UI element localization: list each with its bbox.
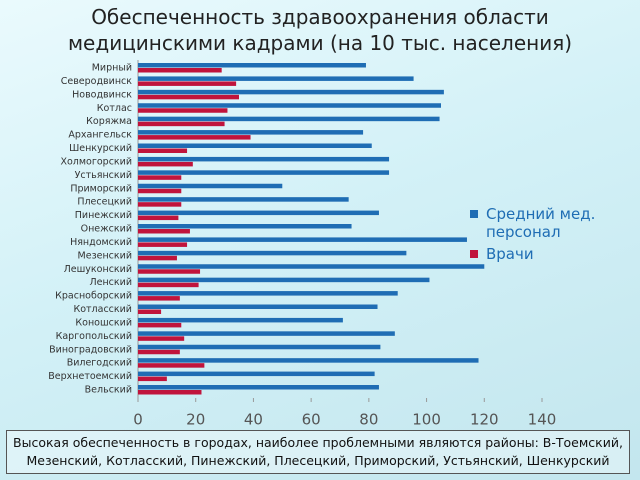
y-tick-label: Плесецкий bbox=[77, 197, 132, 208]
x-tick-label: 120 bbox=[470, 411, 499, 429]
y-tick-label: Устьянский bbox=[75, 170, 132, 181]
y-tick-label: Коношский bbox=[75, 317, 132, 328]
bar bbox=[138, 349, 180, 355]
x-tick-label: 20 bbox=[186, 411, 205, 429]
y-tick-label: Онежский bbox=[81, 224, 132, 235]
x-tick-label: 60 bbox=[302, 411, 321, 429]
bar bbox=[138, 255, 177, 261]
y-tick-label: Коряжма bbox=[86, 116, 132, 127]
y-tick-label: Новодвинск bbox=[72, 89, 132, 100]
bar bbox=[138, 277, 430, 283]
bar bbox=[138, 331, 395, 336]
x-tick-label: 100 bbox=[412, 411, 441, 429]
bar bbox=[138, 108, 228, 113]
bar bbox=[138, 116, 440, 122]
x-tick-label: 40 bbox=[244, 411, 263, 429]
bar bbox=[138, 202, 182, 207]
y-tick-label: Каргопольский bbox=[56, 331, 132, 342]
y-tick-label: Котласский bbox=[73, 304, 132, 315]
bar bbox=[138, 264, 485, 269]
bar bbox=[138, 68, 222, 73]
y-tick-label: Шенкурский bbox=[69, 143, 132, 154]
bar bbox=[138, 317, 343, 323]
bar bbox=[138, 358, 479, 363]
legend-label: Врачи bbox=[486, 245, 534, 263]
y-tick-label: Няндомский bbox=[70, 237, 132, 248]
bar bbox=[138, 94, 239, 100]
bar bbox=[138, 344, 381, 350]
bar bbox=[138, 170, 390, 175]
bar bbox=[138, 175, 182, 180]
bar bbox=[138, 224, 352, 229]
legend-swatch bbox=[470, 210, 478, 218]
bar bbox=[138, 183, 283, 189]
bar bbox=[138, 143, 372, 148]
y-tick-label: Лешуконский bbox=[64, 264, 132, 275]
bar bbox=[138, 376, 167, 382]
bar bbox=[138, 237, 467, 242]
y-tick-label: Котлас bbox=[97, 103, 132, 114]
y-tick-label: Ленский bbox=[89, 277, 132, 288]
bar bbox=[138, 269, 201, 274]
y-tick-label: Верхнетоемский bbox=[48, 371, 132, 382]
bar bbox=[138, 291, 398, 296]
y-tick-label: Холмогорский bbox=[60, 156, 132, 167]
y-tick-label: Приморский bbox=[70, 183, 132, 194]
bar bbox=[138, 250, 407, 256]
note: Высокая обеспеченность в городах, наибол… bbox=[6, 430, 630, 474]
bar bbox=[138, 296, 180, 301]
bar bbox=[138, 161, 193, 167]
bar bbox=[138, 215, 179, 221]
bar bbox=[138, 89, 444, 95]
bar bbox=[138, 385, 379, 390]
x-tick-label: 0 bbox=[133, 411, 143, 429]
chart-title: Обеспеченность здравоохранения области м… bbox=[67, 5, 573, 55]
bar bbox=[138, 371, 375, 377]
bar bbox=[138, 81, 237, 86]
bar bbox=[138, 282, 199, 288]
bar bbox=[138, 304, 378, 309]
bar bbox=[138, 229, 190, 234]
y-tick-label: Архангельск bbox=[68, 130, 132, 141]
y-tick-label: Вилегодский bbox=[67, 358, 132, 369]
y-tick-label: Мирный bbox=[92, 63, 132, 74]
legend-swatch bbox=[470, 250, 478, 258]
legend-item: Врачи bbox=[470, 245, 620, 263]
y-tick-label: Пинежский bbox=[75, 210, 132, 221]
y-tick-label: Виноградовский bbox=[49, 344, 132, 355]
bar bbox=[138, 130, 364, 135]
x-tick-label: 80 bbox=[359, 411, 378, 429]
bar bbox=[138, 156, 390, 162]
y-tick-label: Северодвинск bbox=[61, 76, 133, 87]
bar bbox=[138, 309, 162, 314]
y-tick-label: Мезенский bbox=[78, 250, 132, 261]
x-tick-label: 140 bbox=[528, 411, 557, 429]
bar bbox=[138, 322, 182, 328]
bar bbox=[138, 188, 182, 194]
bar bbox=[138, 363, 205, 368]
y-tick-label: Вельский bbox=[85, 385, 132, 396]
bar bbox=[138, 63, 366, 68]
bar bbox=[138, 148, 188, 153]
bar bbox=[138, 103, 441, 108]
bar bbox=[138, 135, 251, 140]
bar bbox=[138, 242, 188, 247]
bar bbox=[138, 390, 202, 395]
legend-label: Средний мед. персонал bbox=[486, 205, 596, 241]
bar bbox=[138, 336, 185, 341]
y-tick-label: Красноборский bbox=[55, 291, 132, 302]
bar bbox=[138, 210, 379, 216]
legend-item: Средний мед. персонал bbox=[470, 205, 620, 241]
bar bbox=[138, 76, 414, 81]
legend: Средний мед. персонал Врачи bbox=[470, 205, 620, 267]
bar bbox=[138, 121, 225, 127]
bar bbox=[138, 197, 349, 202]
